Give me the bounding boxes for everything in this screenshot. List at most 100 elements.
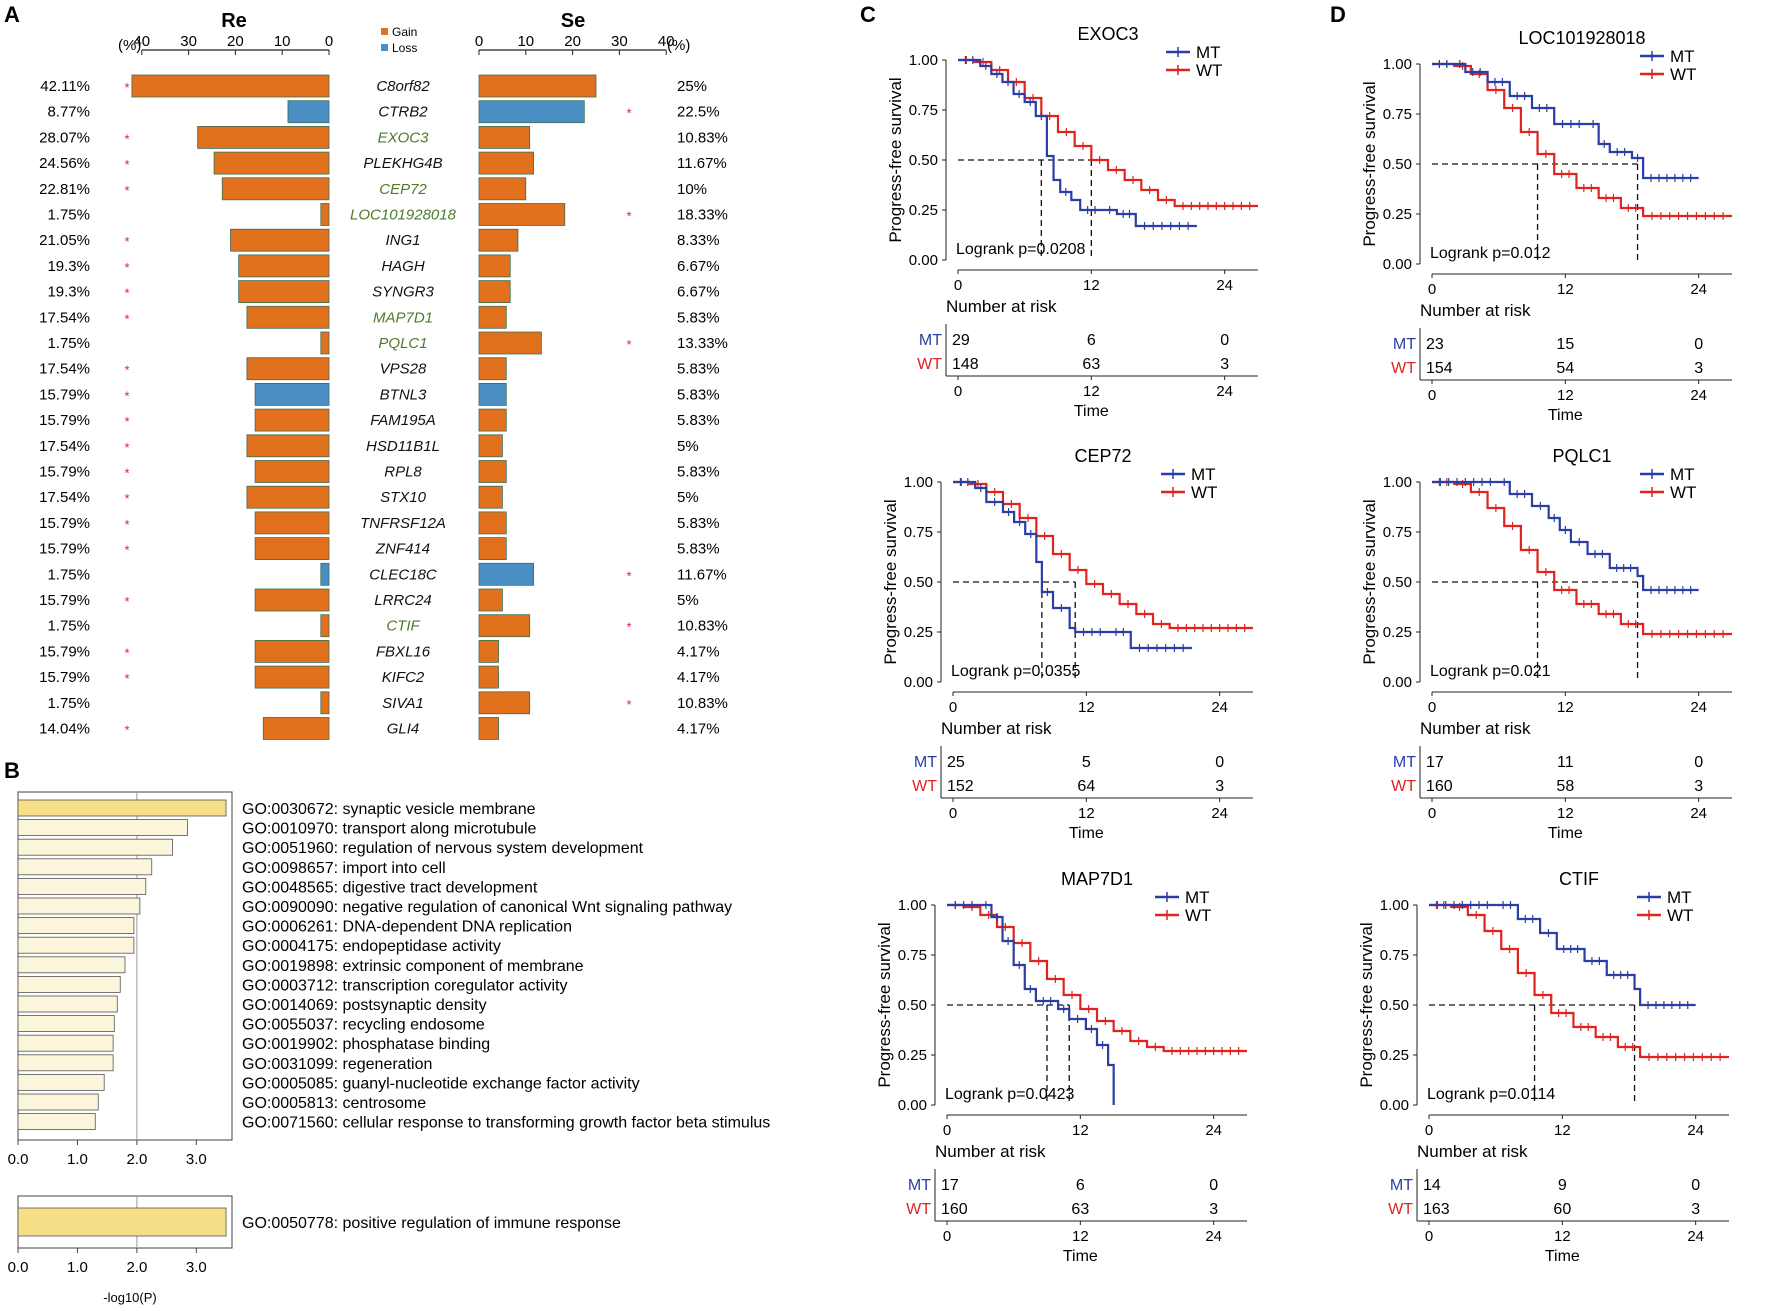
risk-count-mt: 6 — [1087, 332, 1096, 349]
y-tick-label: 1.00 — [909, 52, 938, 69]
x-tick-label: 24 — [1211, 699, 1228, 716]
risk-x-tick-label: 24 — [1205, 1228, 1222, 1245]
survival-curve-mt — [947, 903, 1115, 1105]
significance-star-re: * — [124, 363, 129, 378]
risk-x-tick-label: 0 — [943, 1228, 951, 1245]
risk-x-tick-label: 12 — [1557, 805, 1574, 822]
x-tick-label: 24 — [1690, 699, 1707, 716]
risk-x-tick-label: 0 — [954, 383, 962, 400]
gene-label-SYNGR3: SYNGR3 — [372, 284, 434, 301]
tick-label-re: 10 — [274, 33, 291, 50]
risk-count-wt: 148 — [952, 356, 979, 373]
gene-label-C8orf82: C8orf82 — [376, 78, 430, 95]
panel-label-d: D — [1330, 2, 1346, 27]
legend-label-wt: WT — [1667, 906, 1693, 925]
x-tick-label: 1.0 — [67, 1151, 88, 1168]
risk-count-mt: 14 — [1423, 1177, 1441, 1194]
x-tick-label: 12 — [1554, 1122, 1571, 1139]
legend-label-mt: MT — [1667, 888, 1692, 907]
tick-label-re: 0 — [325, 33, 333, 50]
risk-x-tick-label: 24 — [1216, 383, 1233, 400]
logrank-pvalue: Logrank p=0.0114 — [1427, 1086, 1555, 1103]
risk-count-mt: 0 — [1694, 336, 1703, 353]
logrank-pvalue: Logrank p=0.0208 — [956, 241, 1086, 258]
risk-table-title: Number at risk — [1417, 1142, 1528, 1161]
risk-x-tick-label: 0 — [1428, 805, 1436, 822]
go-bar — [17, 1034, 114, 1052]
value-se-GLI4: 4.17% — [677, 721, 720, 738]
tick-label-se: 40 — [658, 33, 675, 50]
y-tick-label: 0.50 — [1383, 156, 1412, 173]
legend-label-gain: Gain — [392, 25, 417, 39]
y-tick-label: 0.75 — [1383, 106, 1412, 123]
value-re-PQLC1: 1.75% — [47, 335, 90, 352]
significance-star-se: * — [626, 568, 631, 583]
gene-label-CLEC18C: CLEC18C — [369, 566, 437, 583]
x-tick-label: 0 — [949, 699, 957, 716]
x-axis-label: Time — [1069, 825, 1104, 842]
risk-table-title: Number at risk — [1420, 301, 1531, 320]
panel-label-a: A — [4, 2, 20, 27]
significance-star-re: * — [124, 671, 129, 686]
risk-row-label-mt: MT — [919, 332, 942, 349]
gene-label-KIFC2: KIFC2 — [382, 669, 425, 686]
value-re-ZNF414: 15.79% — [39, 541, 90, 558]
go-bar — [17, 936, 135, 954]
go-bar — [17, 1054, 114, 1072]
bar-re-EXOC3 — [197, 126, 330, 149]
risk-x-tick-label: 12 — [1072, 1228, 1089, 1245]
x-tick-label: 12 — [1078, 699, 1095, 716]
value-re-MAP7D1: 17.54% — [39, 309, 90, 326]
bar-se-STX10 — [478, 485, 503, 509]
x-tick-label: 1.0 — [67, 1259, 88, 1276]
risk-row-label-wt: WT — [1391, 360, 1416, 377]
bar-re-SYNGR3 — [238, 280, 330, 304]
gene-label-STX10: STX10 — [380, 489, 427, 506]
x-axis-label: -log10(P) — [103, 1290, 156, 1305]
gene-label-CEP72: CEP72 — [379, 181, 427, 198]
go-bar — [17, 1093, 99, 1111]
y-axis-label: Progress-free survival — [875, 922, 894, 1087]
risk-row-label-wt: WT — [917, 356, 942, 373]
y-tick-label: 0.00 — [1383, 674, 1412, 691]
tick-label-re: 40 — [133, 33, 150, 50]
y-tick-label: 0.75 — [909, 102, 938, 119]
bar-se-PQLC1 — [478, 331, 542, 355]
go-term-label: GO:0014069: postsynaptic density — [242, 997, 487, 1014]
bar-se-LRRC24 — [478, 588, 503, 612]
go-term-label: GO:0010970: transport along microtubule — [242, 821, 537, 838]
x-axis-label: Time — [1548, 407, 1583, 424]
bar-se-CEP72 — [478, 177, 527, 201]
value-re-FAM195A: 15.79% — [39, 412, 90, 429]
risk-row-label-mt: MT — [914, 754, 937, 771]
panel-label-c: C — [860, 2, 876, 27]
gene-label-BTNL3: BTNL3 — [380, 386, 427, 403]
x-tick-label: 0 — [1428, 281, 1436, 298]
risk-row-label-wt: WT — [912, 778, 937, 795]
x-tick-label: 2.0 — [126, 1151, 147, 1168]
significance-star-se: * — [626, 337, 631, 352]
y-tick-label: 0.50 — [898, 997, 927, 1014]
x-tick-label: 0.0 — [8, 1151, 29, 1168]
significance-star-re: * — [124, 80, 129, 95]
risk-x-tick-label: 0 — [1425, 1228, 1433, 1245]
y-tick-label: 0.75 — [1380, 947, 1409, 964]
km-title: MAP7D1 — [1061, 869, 1133, 889]
significance-star-re: * — [124, 414, 129, 429]
bar-re-VPS28 — [246, 357, 330, 381]
y-axis-label: Progress-free survival — [886, 77, 905, 242]
risk-count-wt: 160 — [941, 1201, 968, 1218]
value-se-EXOC3: 10.83% — [677, 129, 728, 146]
legend-label-wt: WT — [1670, 483, 1696, 502]
significance-star-re: * — [124, 311, 129, 326]
survival-curve-wt — [1432, 62, 1732, 218]
risk-count-mt: 17 — [1426, 754, 1444, 771]
significance-star-re: * — [124, 440, 129, 455]
panel-a-copy-number-chart: Re Se(%) (%)40 30 20 10 0 0 10 20 30 40GainLoss42.1… — [39, 10, 728, 740]
y-tick-label: 1.00 — [1380, 897, 1409, 914]
go-bar — [17, 838, 173, 856]
y-tick-label: 0.25 — [904, 624, 933, 641]
